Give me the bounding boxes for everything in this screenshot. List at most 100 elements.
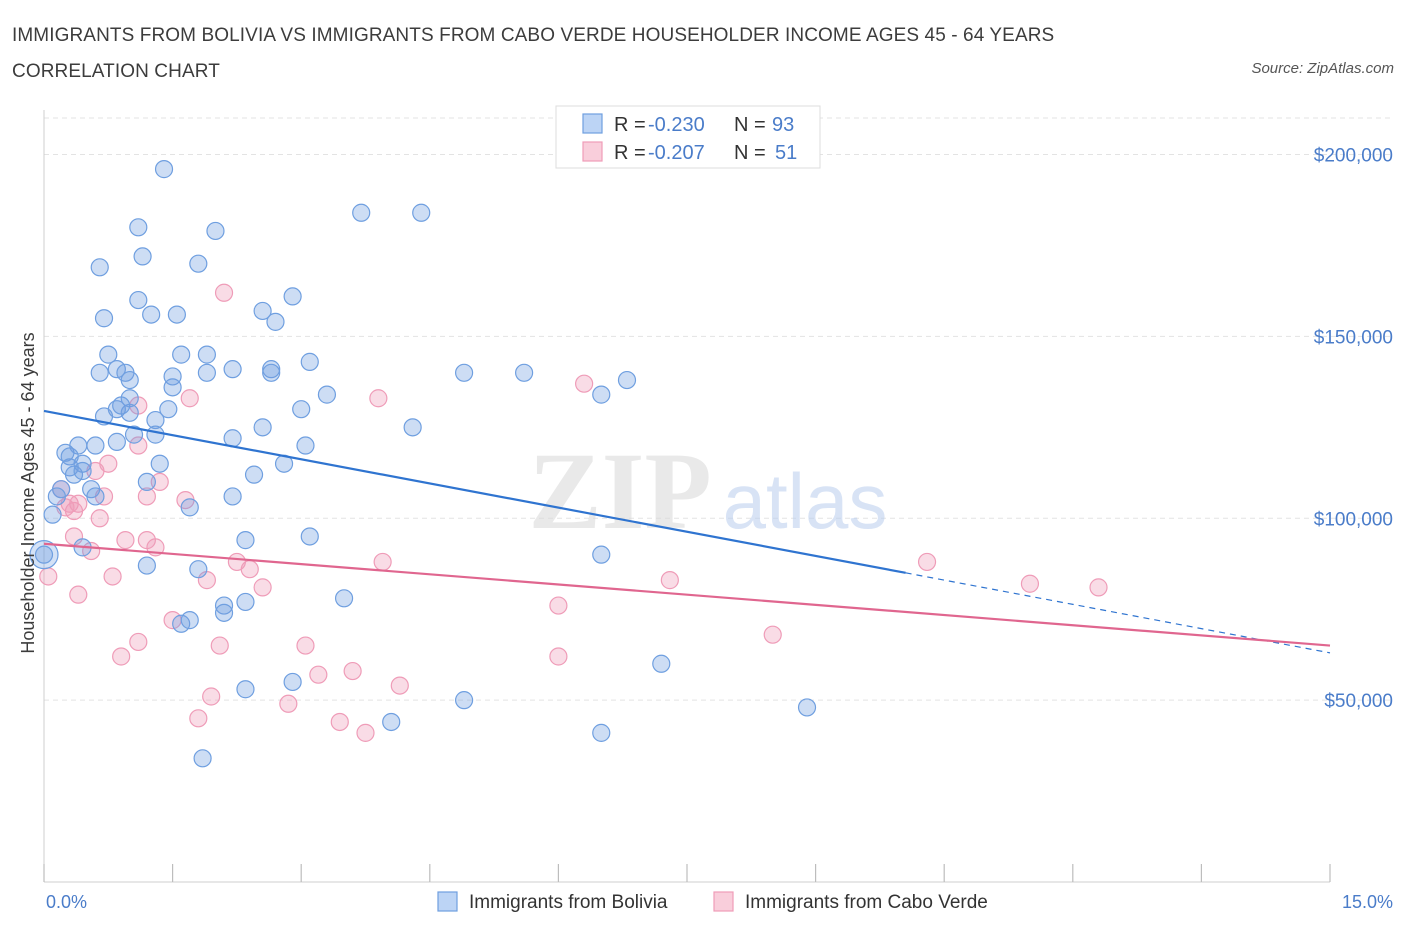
caboverde-point-23	[373, 552, 392, 572]
x-tick-labels: 0.0% 15.0%	[46, 892, 1393, 912]
bolivia-point-29	[120, 370, 139, 390]
caboverde-point-5	[129, 436, 148, 455]
bolivia-point-4	[412, 203, 431, 222]
bolivia-point-72	[334, 589, 354, 608]
caboverde-point-32	[253, 578, 272, 597]
caboverde-point-44	[390, 676, 409, 695]
x-tick-label-1: 15.0%	[1342, 892, 1393, 912]
bolivia-point-26	[454, 363, 474, 382]
caboverde-point-46	[279, 694, 298, 713]
caboverde-point-24	[240, 560, 259, 579]
caboverde-point-36	[763, 625, 782, 644]
caboverde-point-40	[112, 647, 131, 666]
bolivia-point-61	[86, 487, 105, 506]
caboverde-point-29	[660, 571, 679, 590]
caboverde-point-31	[1089, 578, 1108, 597]
bolivia-point-32	[317, 385, 337, 404]
caboverde-point-42	[343, 661, 362, 681]
caboverde-point-43	[309, 665, 328, 684]
caboverde-point-27	[103, 567, 122, 586]
caboverde-point-3	[180, 389, 199, 408]
bolivia-point-28	[262, 363, 281, 382]
bottom-legend-swatch-caboverde	[713, 891, 734, 912]
caboverde-point-39	[296, 636, 315, 655]
bolivia-point-18	[300, 352, 319, 371]
caboverde-point-18	[116, 531, 135, 550]
legend-n-value-bolivia: 93	[772, 114, 794, 136]
legend-n-label-caboverde: N =	[734, 142, 766, 164]
bolivia-point-46	[107, 432, 126, 451]
bolivia-point-12	[167, 305, 186, 324]
bolivia-point-68	[300, 527, 319, 546]
bolivia-point-14	[266, 312, 285, 331]
bolivia-point-40	[146, 410, 165, 430]
bolivia-point-13	[94, 309, 114, 328]
bolivia-point-63	[180, 498, 199, 517]
bolivia-point-3	[352, 203, 371, 222]
chart-title: IMMIGRANTS FROM BOLIVIA VS IMMIGRANTS FR…	[12, 25, 1055, 82]
bolivia-point-75	[214, 603, 234, 622]
bottom-legend-label-caboverde: Immigrants from Cabo Verde	[745, 892, 988, 913]
grid-lines	[44, 117, 1390, 701]
bolivia-point-27	[515, 363, 534, 382]
caboverde-point-30	[1020, 574, 1040, 593]
stats-legend: R = -0.230 N = 93 R = -0.207 N = 51	[555, 105, 821, 169]
bolivia-point-0	[154, 160, 174, 179]
bolivia-point-69	[137, 556, 156, 575]
bolivia-point-53	[150, 454, 169, 473]
bolivia-point-57	[244, 465, 264, 484]
bolivia-point-edge	[29, 540, 59, 570]
watermark-atlas: atlas	[723, 457, 888, 545]
x-tick-label-0: 0.0%	[46, 892, 87, 912]
trendlines	[43, 409, 1331, 654]
caboverde-point-45	[202, 687, 221, 706]
legend-swatch-caboverde	[582, 141, 603, 162]
caboverde-point-38	[210, 636, 229, 655]
bolivia-point-20	[223, 360, 242, 379]
axes	[43, 110, 1331, 883]
caboverde-point-8	[150, 472, 169, 492]
bolivia-point-60	[47, 487, 66, 506]
bolivia-point-5	[133, 247, 152, 266]
legend-r-value-bolivia: -0.230	[648, 114, 705, 136]
bolivia-point-9	[129, 290, 148, 310]
trendline-caboverde	[43, 542, 1331, 647]
legend-r-label-caboverde: R =	[614, 142, 646, 164]
caboverde-point-47	[189, 709, 208, 728]
bolivia-point-6	[90, 258, 109, 277]
bolivia-point-15	[99, 345, 118, 364]
bolivia-point-7	[189, 254, 208, 273]
bolivia-point-74	[236, 592, 255, 612]
bolivia-point-71	[592, 545, 611, 564]
bolivia-point-37	[292, 400, 311, 419]
bolivia-point-24	[163, 367, 182, 386]
bolivia-point-25	[197, 363, 216, 382]
legend-r-label-bolivia: R =	[614, 114, 646, 136]
bolivia-point-73	[214, 596, 234, 615]
source-note: Source: ZipAtlas.com	[1251, 60, 1394, 77]
bolivia-point-79	[283, 672, 302, 692]
bolivia-point-48	[296, 436, 315, 455]
caboverde-point-49	[356, 723, 375, 742]
bolivia-point-84	[592, 723, 611, 742]
trendline-bolivia-extension	[905, 572, 1331, 654]
bolivia-point-86	[112, 396, 131, 415]
bolivia-point-87	[86, 436, 105, 455]
bolivia-point-22	[90, 363, 109, 382]
bolivia-point-16	[172, 345, 191, 364]
caboverde-point-2	[369, 389, 388, 408]
caboverde-point-48	[330, 712, 349, 732]
bolivia-point-67	[236, 531, 255, 550]
bottom-legend-swatch-bolivia	[437, 891, 458, 912]
bolivia-point-85	[193, 749, 212, 768]
bolivia-point-88	[137, 472, 156, 492]
bolivia-point-43	[124, 425, 144, 444]
caboverde-point-12	[137, 487, 156, 506]
caboverde-point-25	[917, 552, 937, 572]
caboverde-point-37	[129, 632, 148, 652]
y-axis-label: Householder Income Ages 45 - 64 years	[18, 332, 38, 653]
bolivia-point-42	[253, 418, 272, 437]
caboverde-point-0	[214, 283, 234, 302]
bolivia-point-64	[43, 505, 62, 524]
bolivia-point-44	[146, 425, 165, 444]
